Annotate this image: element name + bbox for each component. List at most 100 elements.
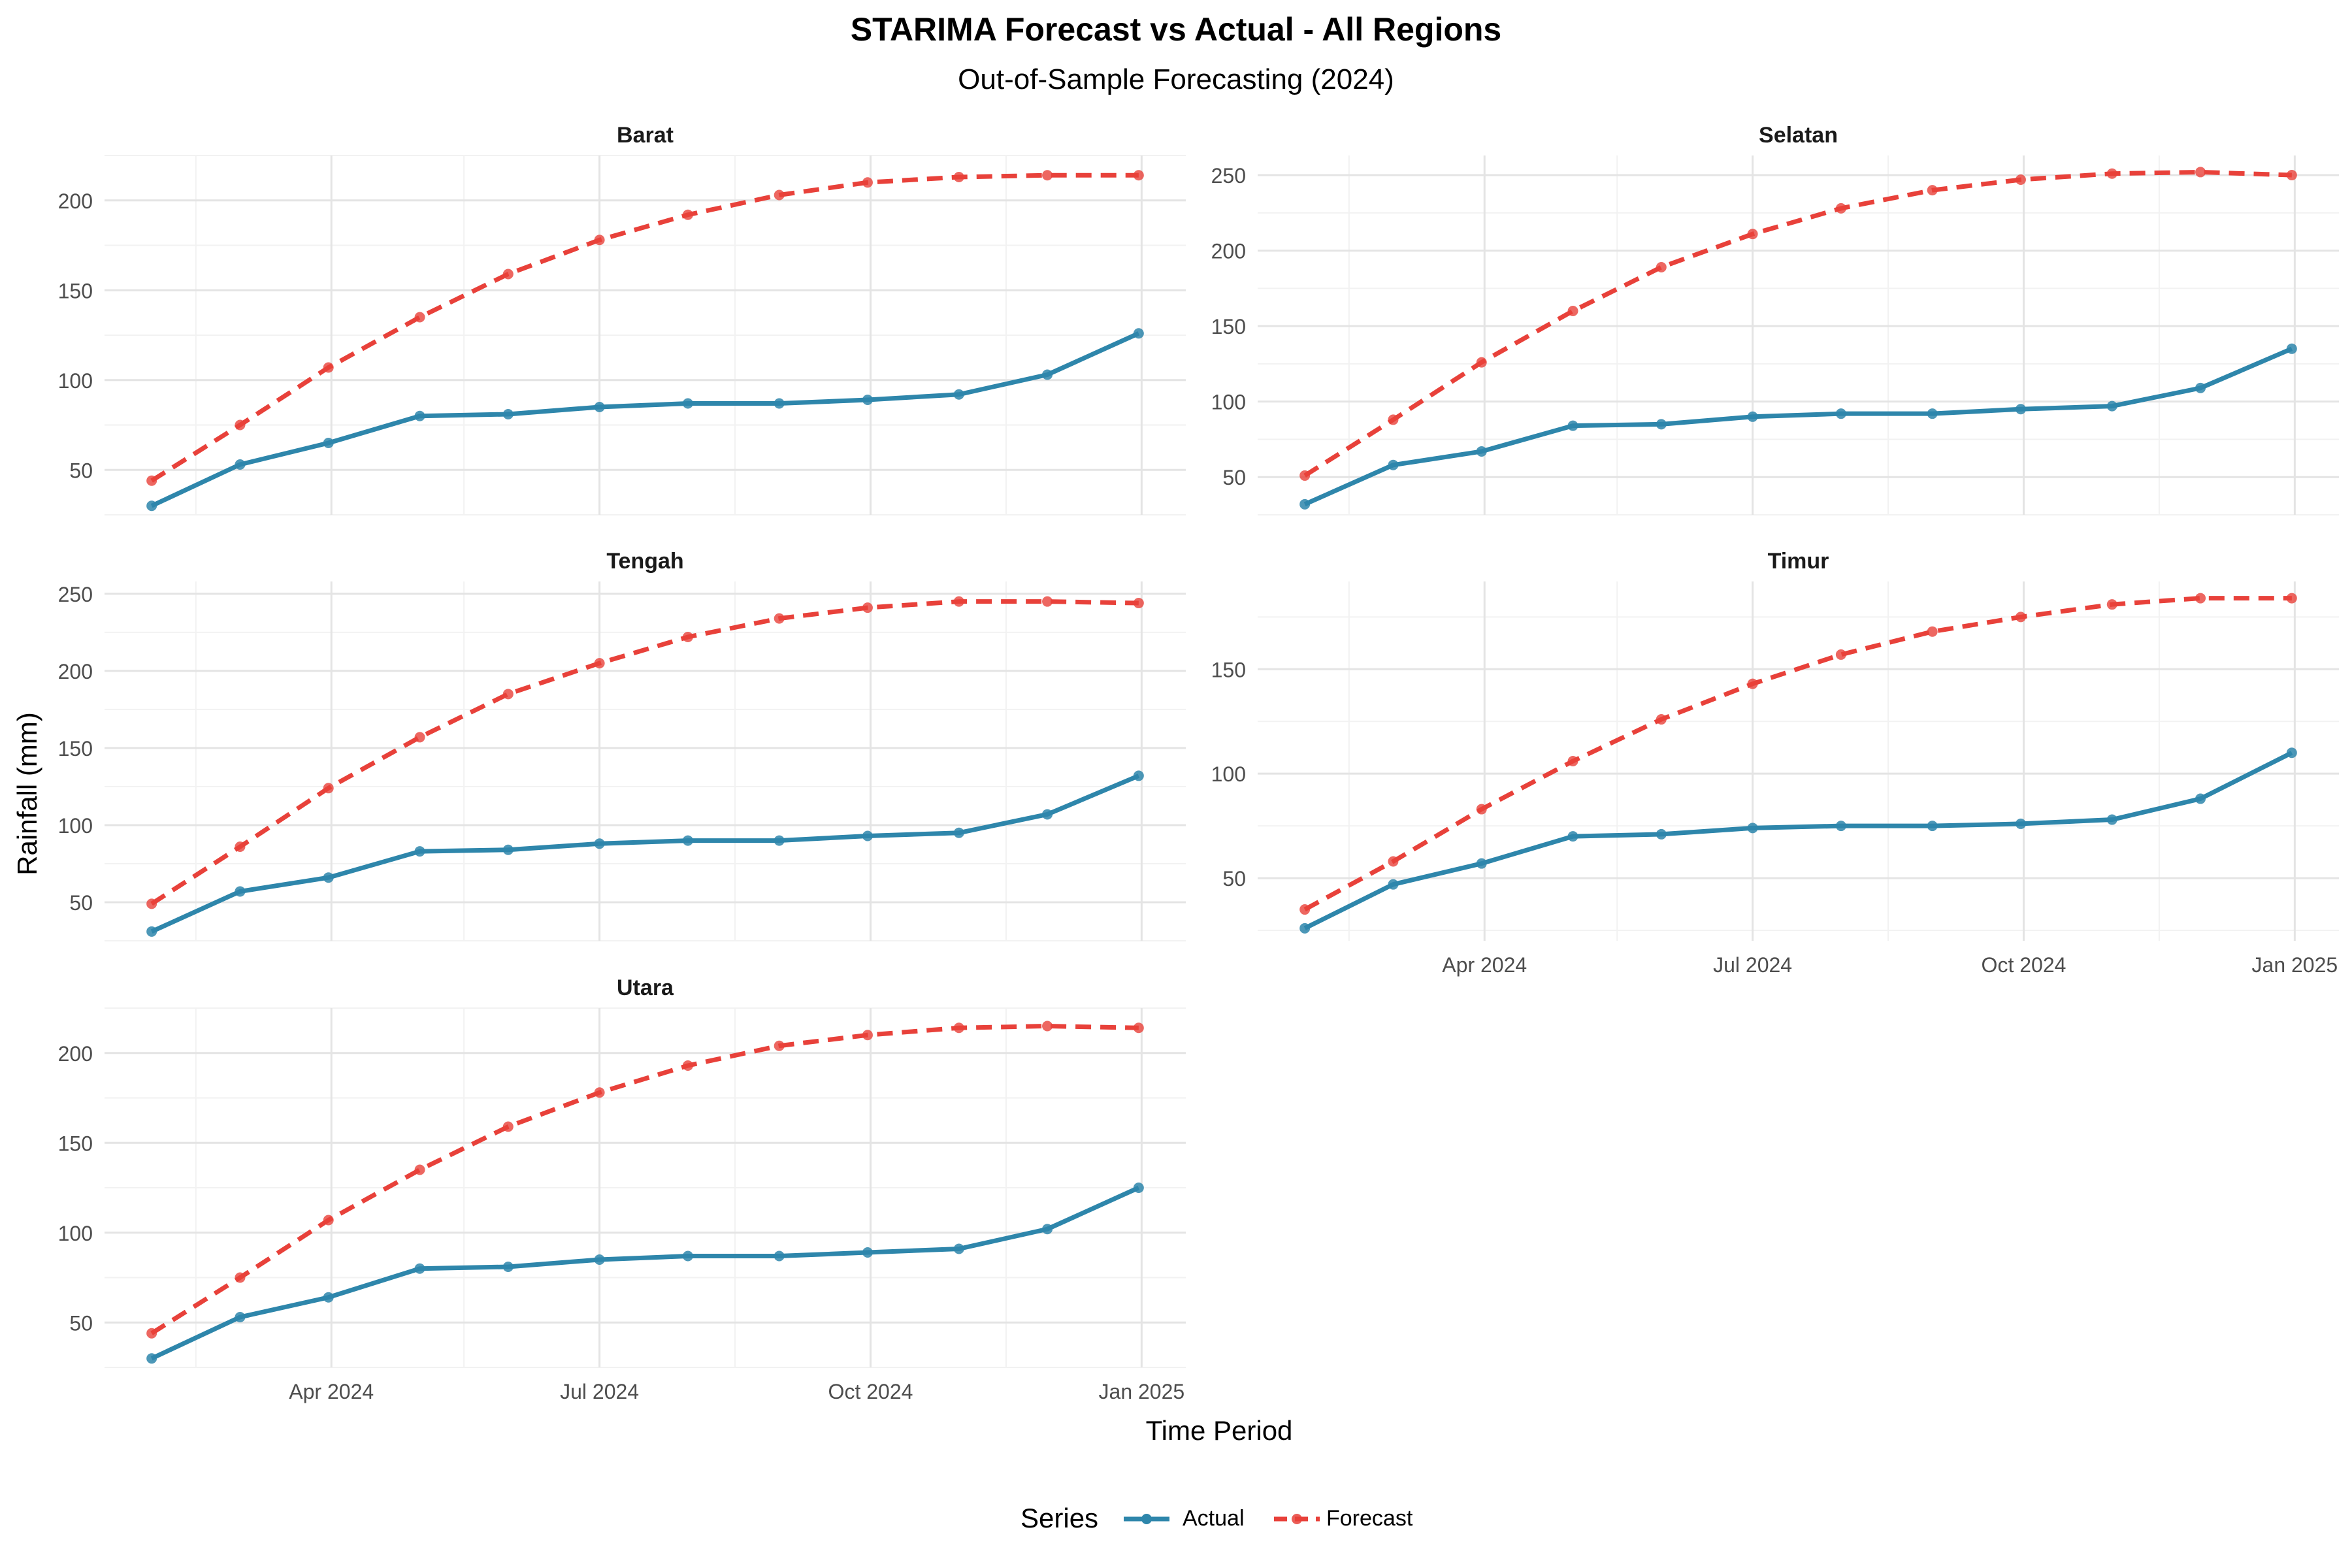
data-point-forecast (774, 613, 785, 624)
data-point-forecast (2195, 593, 2206, 604)
data-point-forecast (146, 1328, 157, 1339)
y-tick-label: 200 (58, 660, 93, 683)
data-point-forecast (1656, 714, 1667, 725)
panel-title: Timur (1768, 549, 1829, 574)
x-tick-label: Apr 2024 (289, 1380, 374, 1403)
data-point-actual (235, 1312, 246, 1322)
x-tick-label: Jan 2025 (2252, 953, 2338, 977)
chart-title: STARIMA Forecast vs Actual - All Regions (851, 11, 1501, 48)
legend-actual-label: Actual (1183, 1506, 1245, 1531)
y-axis-label: Rainfall (mm) (12, 712, 42, 875)
data-point-forecast (1927, 626, 1938, 637)
data-point-actual (235, 886, 246, 897)
data-point-actual (1299, 498, 1311, 510)
data-point-actual (953, 389, 964, 400)
data-point-actual (1133, 770, 1144, 781)
data-point-forecast (1299, 470, 1311, 481)
panel-title: Selatan (1759, 123, 1838, 148)
data-point-forecast (1133, 170, 1144, 181)
y-tick-label: 50 (69, 1311, 93, 1335)
data-point-forecast (774, 1040, 785, 1051)
data-point-actual (594, 1254, 605, 1265)
data-point-forecast (414, 312, 425, 323)
data-point-forecast (862, 1030, 873, 1041)
y-tick-label: 100 (1211, 391, 1246, 414)
data-point-actual (1567, 420, 1578, 431)
y-tick-label: 200 (58, 1042, 93, 1066)
data-point-actual (1388, 879, 1399, 890)
data-point-forecast (146, 898, 157, 909)
series-line-actual (150, 331, 1140, 508)
data-point-forecast (1835, 203, 1846, 214)
legend-forecast-label: Forecast (1326, 1506, 1413, 1531)
data-point-actual (862, 395, 873, 405)
data-point-forecast (953, 596, 964, 607)
data-point-actual (323, 1292, 334, 1303)
data-point-forecast (594, 235, 605, 246)
y-tick-label: 150 (58, 1132, 93, 1155)
x-tick-label: Apr 2024 (1442, 953, 1527, 977)
y-tick-label: 150 (58, 737, 93, 760)
data-point-actual (682, 398, 693, 409)
data-point-forecast (2286, 170, 2297, 181)
y-tick-label: 50 (69, 459, 93, 482)
data-point-actual (774, 835, 785, 846)
data-point-forecast (594, 658, 605, 669)
data-point-forecast (502, 269, 514, 280)
data-point-forecast (682, 209, 693, 220)
y-tick-label: 150 (1211, 658, 1246, 681)
data-point-actual (862, 1247, 873, 1258)
data-point-forecast (414, 732, 425, 743)
data-point-forecast (1388, 856, 1399, 867)
x-tick-label: Jan 2025 (1099, 1380, 1185, 1403)
data-point-forecast (1476, 357, 1487, 368)
data-point-forecast (235, 841, 246, 853)
data-point-forecast (862, 602, 873, 613)
data-point-forecast (1042, 170, 1053, 181)
data-point-actual (953, 1243, 964, 1254)
data-point-forecast (1476, 804, 1487, 815)
legend-forecast-marker (1292, 1514, 1302, 1524)
series-line-actual (150, 1185, 1140, 1361)
data-point-actual (1835, 408, 1846, 419)
panels: Barat50100150200Selatan50100150200250Ten… (58, 123, 2339, 1403)
panel-selatan: Selatan 50 100 150 200 250 (1211, 123, 2339, 515)
series-line-forecast (150, 599, 1139, 906)
data-point-actual (2015, 404, 2026, 415)
data-point-forecast (1567, 756, 1578, 766)
data-point-actual (1927, 821, 1938, 832)
data-point-actual (2286, 343, 2297, 354)
data-point-forecast (235, 419, 246, 431)
data-point-actual (146, 926, 157, 937)
data-point-actual (774, 398, 785, 409)
y-tick-label: 250 (1211, 164, 1246, 188)
y-tick-label: 100 (1211, 762, 1246, 786)
data-point-forecast (862, 177, 873, 188)
data-point-forecast (502, 689, 514, 700)
y-tick-label: 150 (58, 279, 93, 302)
data-point-actual (1042, 1224, 1053, 1235)
data-point-actual (862, 830, 873, 841)
data-point-actual (146, 500, 157, 512)
data-point-actual (502, 844, 514, 855)
data-point-forecast (1133, 598, 1144, 609)
data-point-actual (323, 438, 334, 448)
data-point-actual (2195, 793, 2206, 804)
series-line-actual (150, 774, 1140, 934)
data-point-forecast (774, 189, 785, 201)
data-point-forecast (1747, 678, 1758, 689)
data-point-actual (2015, 818, 2026, 829)
y-tick-label: 50 (1222, 867, 1246, 890)
series-line-forecast (150, 1024, 1139, 1335)
data-point-forecast (323, 1215, 334, 1226)
x-tick-label: Oct 2024 (1982, 953, 2066, 977)
data-point-actual (2195, 382, 2206, 393)
data-point-actual (414, 410, 425, 421)
panel-barat: Barat 50 100 150 200 (58, 123, 1186, 515)
data-point-forecast (1042, 1021, 1053, 1032)
data-point-actual (1133, 1183, 1144, 1193)
legend-actual-marker (1141, 1514, 1152, 1524)
data-point-forecast (1927, 185, 1938, 196)
chart-subtitle: Out-of-Sample Forecasting (2024) (958, 63, 1394, 95)
